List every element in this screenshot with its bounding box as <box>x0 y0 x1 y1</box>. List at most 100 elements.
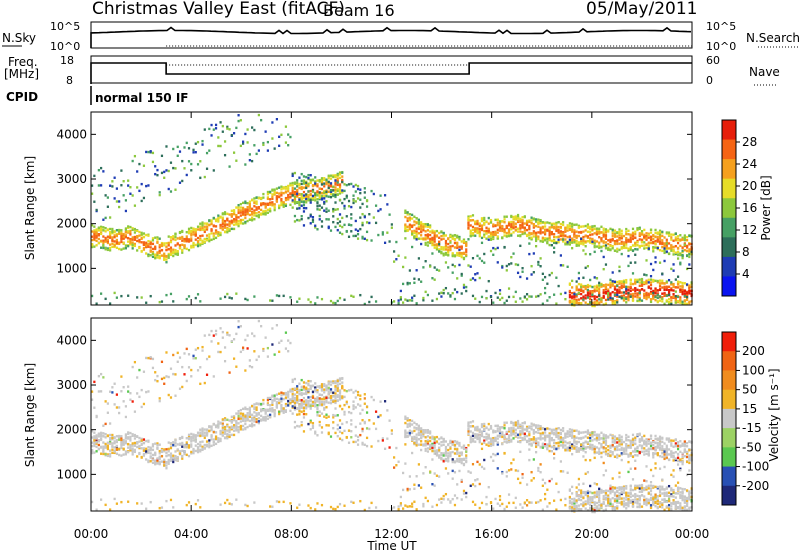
power-cell <box>440 238 443 241</box>
power-cell <box>287 133 290 136</box>
velocity-cell <box>221 428 224 432</box>
power-cell <box>595 228 599 232</box>
power-cell <box>120 236 123 240</box>
power-cell <box>685 235 689 239</box>
power-cell <box>178 246 182 249</box>
power-cell <box>550 232 553 236</box>
power-cell <box>667 252 671 256</box>
velocity-cell <box>255 402 258 405</box>
power-cell <box>586 292 590 295</box>
velocity-cell <box>100 438 103 442</box>
power-cell <box>251 159 254 163</box>
power-cell <box>338 171 342 174</box>
power-cell <box>548 227 551 231</box>
power-cell <box>627 297 630 300</box>
power-cell <box>100 184 103 187</box>
y-tick-label: 4000 <box>56 127 87 141</box>
power-cell <box>244 132 247 136</box>
velocity-cell <box>223 432 227 435</box>
velocity-cell <box>273 394 276 397</box>
velocity-cell <box>336 385 339 389</box>
power-cell <box>471 225 475 229</box>
power-cell <box>320 180 324 184</box>
power-cell <box>469 215 472 218</box>
power-cell <box>95 239 98 243</box>
power-cell <box>593 232 596 235</box>
power-cell <box>507 231 511 234</box>
velocity-cell <box>302 385 306 388</box>
velocity-cell <box>120 446 123 450</box>
power-cell <box>302 224 306 227</box>
power-cell <box>309 178 312 182</box>
velocity-cell <box>185 503 188 507</box>
velocity-cell <box>320 412 324 415</box>
power-cell <box>115 234 118 238</box>
power-cell <box>262 212 265 216</box>
power-cell <box>284 141 288 144</box>
power-cell <box>178 150 182 153</box>
velocity-cell <box>232 424 236 427</box>
power-cell <box>111 242 114 245</box>
power-cell <box>656 281 659 284</box>
power-cell <box>120 234 123 238</box>
power-cell <box>465 248 468 251</box>
power-cell <box>415 234 418 238</box>
power-cell <box>332 210 335 213</box>
power-cell <box>181 179 184 183</box>
power-cell <box>359 206 362 209</box>
power-cell <box>140 241 143 244</box>
power-cell <box>305 175 308 179</box>
power-cell <box>424 236 427 240</box>
power-cell <box>289 196 292 199</box>
power-cell <box>627 238 630 242</box>
power-cell <box>239 220 242 223</box>
power-cell <box>212 237 215 241</box>
power-cell <box>681 236 684 240</box>
power-cell <box>688 250 691 253</box>
power-cell <box>586 285 590 289</box>
power-cell <box>228 220 231 223</box>
velocity-cell <box>118 447 121 451</box>
y-tick-label: 3000 <box>56 172 87 186</box>
power-cell <box>638 299 641 303</box>
velocity-cell <box>208 333 211 337</box>
power-cell <box>248 153 251 156</box>
power-cell <box>212 216 215 220</box>
power-cell <box>654 289 657 292</box>
power-cell <box>571 286 574 289</box>
velocity-cell <box>93 436 96 440</box>
velocity-cell <box>100 431 103 435</box>
power-cell <box>618 228 621 231</box>
power-cell <box>683 234 686 237</box>
velocity-cell <box>217 437 220 440</box>
power-cell <box>300 214 303 218</box>
power-cell <box>670 296 673 299</box>
power-cell <box>429 233 432 237</box>
velocity-cell <box>399 504 402 507</box>
velocity-cell <box>251 413 254 416</box>
power-cell <box>510 225 513 229</box>
power-cell <box>203 175 206 179</box>
velocity-cell <box>124 433 128 436</box>
power-cell <box>634 230 637 233</box>
power-cell <box>284 190 288 193</box>
power-cell <box>688 290 691 293</box>
power-cell <box>465 253 468 256</box>
power-cell <box>451 291 454 295</box>
velocity-cell <box>374 427 378 431</box>
power-cell <box>462 238 466 241</box>
power-cell <box>519 217 522 221</box>
velocity-cell <box>102 447 105 451</box>
velocity-cell <box>95 445 98 449</box>
velocity-cell <box>397 505 400 508</box>
velocity-cell <box>228 426 231 429</box>
power-cell <box>408 218 411 222</box>
power-cell <box>293 220 297 223</box>
power-cell <box>683 238 686 242</box>
velocity-cell <box>176 448 179 451</box>
velocity-cell <box>302 392 306 395</box>
velocity-cell <box>293 393 297 396</box>
power-cell <box>244 213 247 217</box>
power-cell <box>501 225 504 229</box>
velocity-cell <box>102 424 105 427</box>
